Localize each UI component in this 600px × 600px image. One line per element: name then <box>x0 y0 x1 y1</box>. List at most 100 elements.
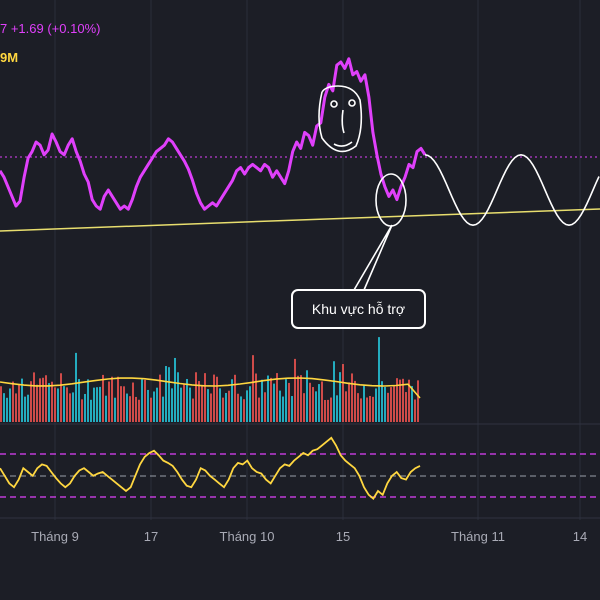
volume-bar <box>159 374 161 422</box>
volume-bar <box>78 379 80 422</box>
volume-bar <box>324 399 326 422</box>
volume-bar <box>279 390 281 422</box>
volume-bar <box>282 396 284 422</box>
volume-bar <box>240 396 242 422</box>
volume-bar <box>408 379 410 422</box>
volume-bar <box>339 372 341 422</box>
volume-bar <box>246 390 248 422</box>
volume-bar <box>237 393 239 422</box>
volume-bar <box>336 395 338 422</box>
volume-bar <box>42 377 44 422</box>
volume-bar <box>312 387 314 422</box>
volume-bar <box>186 378 188 422</box>
volume-bar <box>195 372 197 422</box>
volume-bar <box>204 373 206 422</box>
volume-bar <box>351 373 353 422</box>
volume-bar <box>0 386 2 422</box>
volume-bar <box>165 366 167 422</box>
volume-bar <box>84 393 86 422</box>
volume-bar <box>90 399 92 422</box>
volume-bar <box>258 397 260 422</box>
volume-bar <box>111 376 113 422</box>
volume-bar <box>390 387 392 422</box>
volume-bar <box>222 397 224 422</box>
volume-bar <box>27 394 29 422</box>
volume-bar <box>252 355 254 422</box>
volume-bar <box>348 382 350 422</box>
volume-bar <box>3 393 5 422</box>
volume-bar <box>267 375 269 422</box>
volume-bar <box>126 393 128 422</box>
volume-bar <box>285 379 287 422</box>
grid-lines <box>54 0 581 520</box>
volume-bar <box>156 387 158 422</box>
volume-bar <box>225 392 227 422</box>
volume-bar <box>231 379 233 422</box>
volume-bar <box>276 373 278 422</box>
volume-bar <box>213 374 215 422</box>
volume-bar <box>138 399 140 422</box>
volume-bar <box>318 384 320 422</box>
volume-bar <box>366 397 368 422</box>
projection-wave <box>424 153 600 227</box>
volume-bar <box>60 373 62 422</box>
volume-bar <box>357 393 359 422</box>
volume-bars <box>0 337 419 422</box>
volume-bar <box>117 376 119 422</box>
volume-bar <box>48 383 50 422</box>
volume-bar <box>39 378 41 422</box>
volume-bar <box>33 372 35 422</box>
volume-bar <box>309 382 311 422</box>
support-area-oval <box>375 173 407 227</box>
x-tick-label: Tháng 9 <box>31 529 79 544</box>
volume-bar <box>198 381 200 422</box>
volume-bar <box>66 387 68 422</box>
volume-bar <box>87 379 89 422</box>
volume-bar <box>183 384 185 422</box>
volume-bar <box>216 376 218 422</box>
volume-bar <box>177 372 179 422</box>
volume-bar <box>123 386 125 422</box>
volume-bar <box>24 396 26 422</box>
volume-bar <box>96 387 98 422</box>
volume-bar <box>396 378 398 422</box>
volume-bar <box>384 386 386 422</box>
volume-bar <box>315 391 317 422</box>
volume-bar <box>402 378 404 422</box>
volume-bar <box>132 382 134 422</box>
callout-pointer <box>353 224 393 291</box>
volume-bar <box>168 367 170 422</box>
price-line <box>0 57 427 211</box>
volume-bar <box>192 398 194 422</box>
volume-bar <box>405 392 407 422</box>
volume-bar <box>249 386 251 422</box>
volume-bar <box>303 393 305 422</box>
volume-ma-line <box>0 377 421 399</box>
volume-bar <box>153 391 155 422</box>
volume-bar <box>363 385 365 422</box>
volume-bar <box>219 388 221 422</box>
volume-bar <box>201 385 203 422</box>
volume-bar <box>387 392 389 422</box>
volume-bar <box>114 397 116 422</box>
x-tick-label: Tháng 11 <box>451 529 505 544</box>
volume-bar <box>330 397 332 422</box>
volume-bar <box>174 357 176 422</box>
volume-bar <box>147 389 149 422</box>
volume-bar <box>57 388 59 422</box>
x-tick-label: 17 <box>144 529 158 544</box>
volume-bar <box>93 387 95 422</box>
volume-bar <box>144 379 146 422</box>
volume-bar <box>120 386 122 422</box>
volume-bar <box>45 375 47 422</box>
oscillator-line <box>0 436 421 500</box>
volume-bar <box>72 392 74 422</box>
volume-bar <box>171 388 173 422</box>
x-tick-label: Tháng 10 <box>220 529 275 544</box>
volume-bar <box>261 379 263 422</box>
volume-bar <box>18 384 20 422</box>
volume-bar <box>360 398 362 422</box>
volume-bar <box>333 361 335 422</box>
volume-bar <box>150 397 152 422</box>
